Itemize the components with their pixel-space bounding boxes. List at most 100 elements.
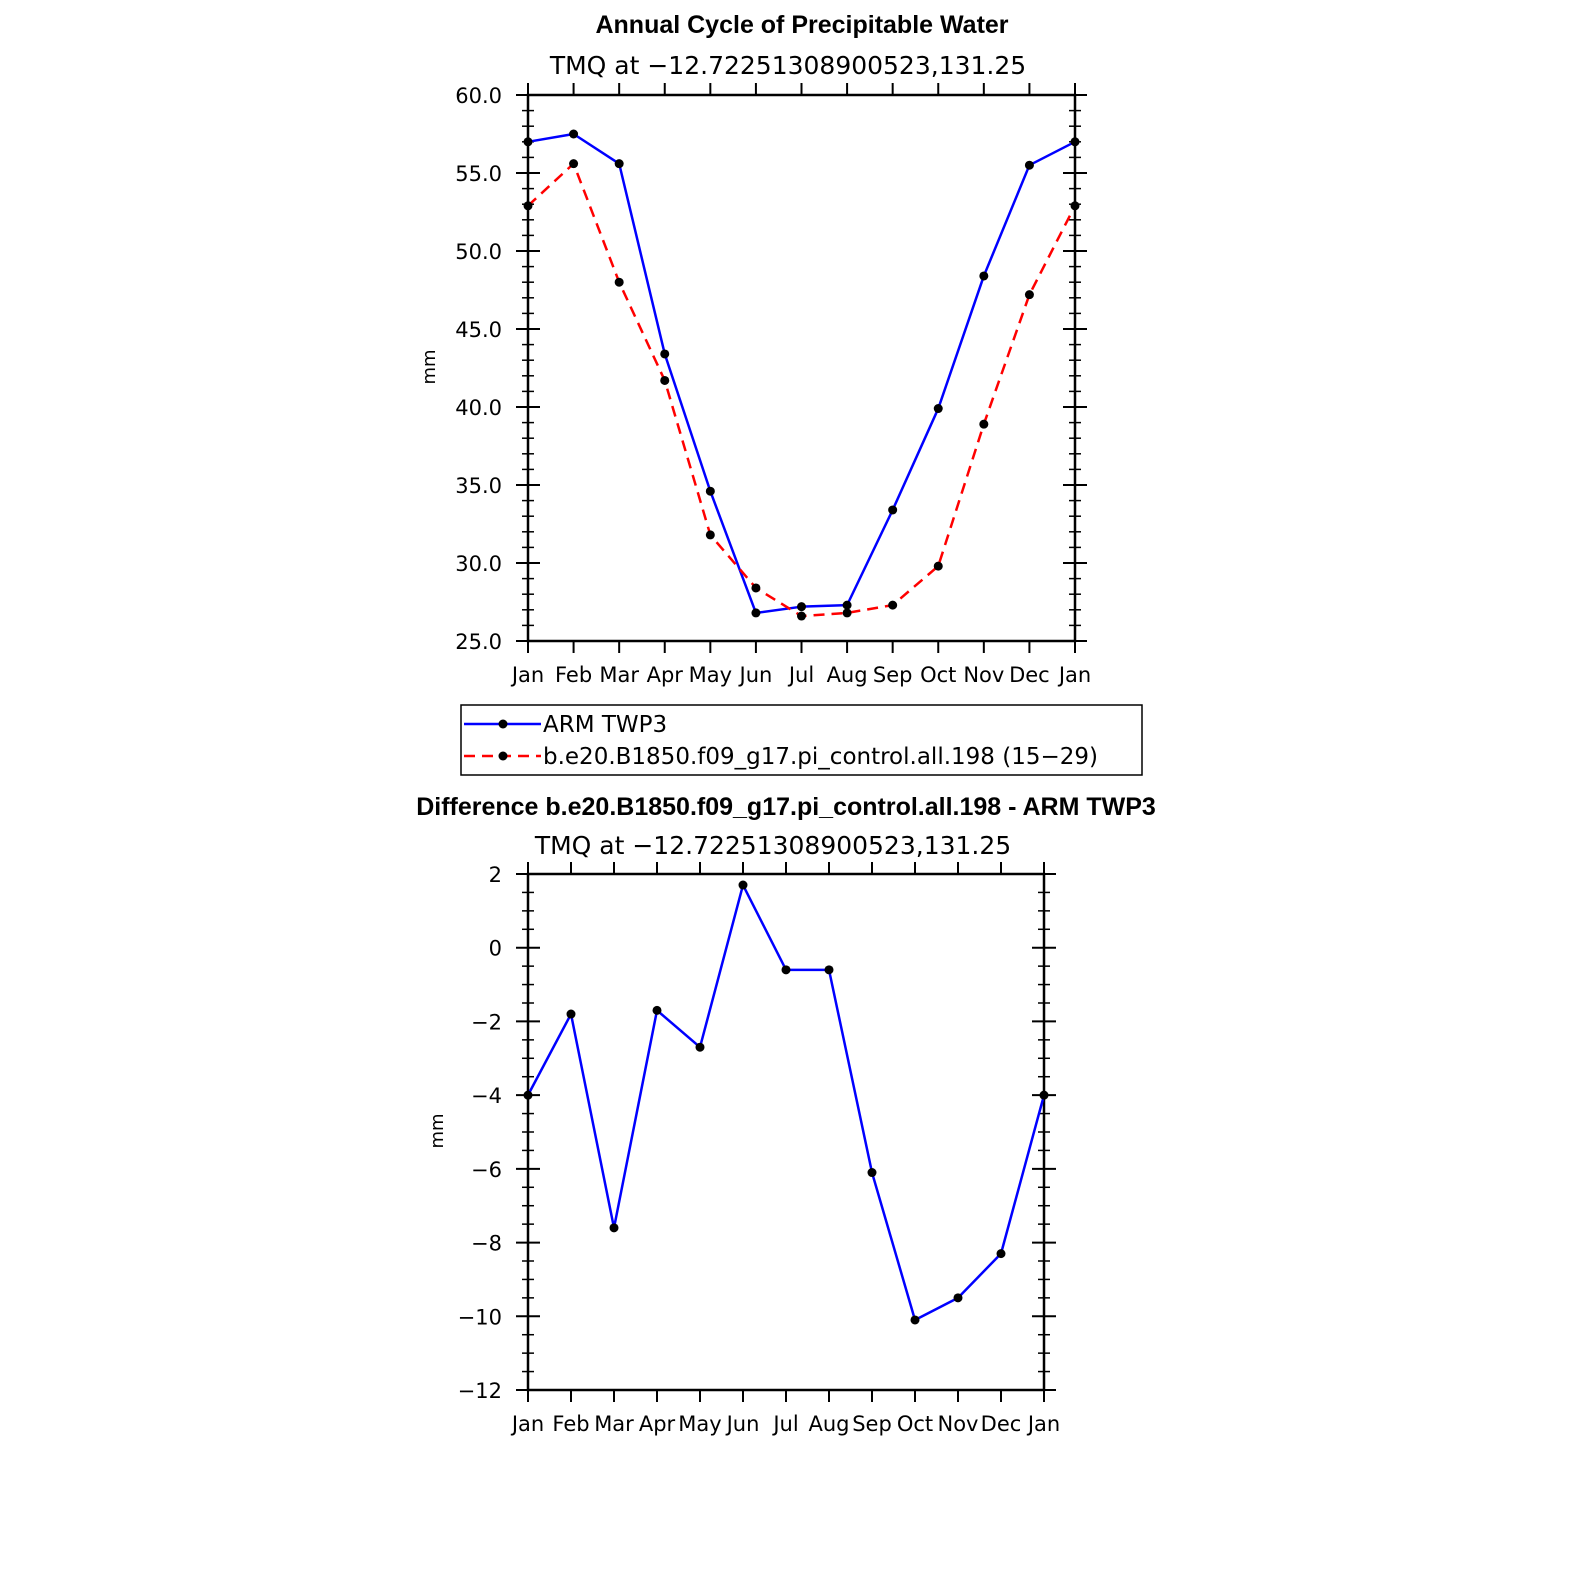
x-tick-label: May [678, 1412, 721, 1436]
data-point [705, 530, 715, 540]
data-point [1024, 160, 1034, 170]
x-tick-label: Mar [599, 663, 639, 687]
data-point [979, 419, 989, 429]
data-point [781, 965, 791, 975]
y-tick-label: −10 [458, 1305, 502, 1329]
data-point [842, 608, 852, 618]
chart-annual-cycle: Annual Cycle of Precipitable Water TMQ a… [419, 11, 1091, 687]
plot-frame [526, 872, 1046, 1392]
y-tick-label: 55.0 [455, 162, 502, 186]
plot-frame [526, 93, 1077, 643]
y-tick-label: 40.0 [455, 396, 502, 420]
x-tick-label: Nov [963, 663, 1004, 687]
data-point [888, 505, 898, 515]
data-point [933, 561, 943, 571]
x-tick-label: Nov [938, 1412, 979, 1436]
chart-difference: Difference b.e20.B1850.f09_g17.pi_contro… [416, 793, 1156, 1436]
y-tick-label: 35.0 [455, 474, 502, 498]
x-tick-label: Apr [647, 663, 684, 687]
x-tick-label: Dec [1009, 663, 1050, 687]
data-point [933, 404, 943, 414]
data-point [867, 1168, 877, 1178]
series-group [523, 880, 1049, 1325]
x-tick-label: Jun [725, 1412, 760, 1436]
data-point [842, 600, 852, 610]
series-line-0 [526, 883, 1046, 1322]
y-tick-label: 0 [489, 937, 502, 961]
x-tick-label: Dec [981, 1412, 1022, 1436]
y-tick-label: 25.0 [455, 630, 502, 654]
chart-subtitle: TMQ at −12.72251308900523,131.25 [534, 831, 1011, 860]
y-tick-label: 30.0 [455, 552, 502, 576]
x-tick-label: Jul [787, 663, 814, 687]
data-point [751, 608, 761, 618]
legend-marker-model [498, 751, 508, 761]
data-point [1039, 1090, 1049, 1100]
y-axis-label: mm [427, 1113, 448, 1148]
data-point [910, 1315, 920, 1325]
data-point [953, 1293, 963, 1303]
data-point [566, 1009, 576, 1019]
data-point [523, 137, 533, 147]
chart-title: Annual Cycle of Precipitable Water [595, 11, 1008, 39]
x-tick-label: Sep [873, 663, 913, 687]
x-tick-label: Jan [510, 1412, 544, 1436]
data-point [824, 965, 834, 975]
data-point [569, 129, 579, 139]
data-point [996, 1249, 1006, 1259]
x-tick-label: Apr [639, 1412, 676, 1436]
y-tick-label: −4 [471, 1084, 502, 1108]
data-point [1024, 290, 1034, 300]
x-tick-label: Oct [897, 1412, 933, 1436]
x-tick-label: Feb [555, 663, 592, 687]
x-tick-label: May [689, 663, 732, 687]
data-point [660, 349, 670, 359]
data-point [652, 1005, 662, 1015]
data-point [888, 600, 898, 610]
series-group [523, 129, 1080, 621]
x-tick-label: Jan [510, 663, 544, 687]
x-tick-label: Feb [552, 1412, 589, 1436]
legend-label-model: b.e20.B1850.f09_g17.pi_control.all.198 (… [543, 744, 1098, 770]
y-tick-label: 45.0 [455, 318, 502, 342]
legend-box [460, 704, 1143, 776]
data-point [1070, 201, 1080, 211]
data-point [523, 1090, 533, 1100]
y-tick-label: −12 [458, 1379, 502, 1403]
data-point [751, 583, 761, 593]
data-point [523, 201, 533, 211]
data-point [660, 375, 670, 385]
x-tick-label: Jul [771, 1412, 798, 1436]
data-point [738, 880, 748, 890]
data-point [614, 277, 624, 287]
data-point [609, 1223, 619, 1233]
legend-label-arm: ARM TWP3 [543, 712, 667, 738]
x-tick-label: Oct [920, 663, 956, 687]
x-tick-label: Jun [738, 663, 773, 687]
x-tick-label: Mar [594, 1412, 634, 1436]
legend: ARM TWP3 b.e20.B1850.f09_g17.pi_control.… [460, 704, 1143, 776]
chart-subtitle: TMQ at −12.72251308900523,131.25 [549, 51, 1026, 80]
x-tick-label: Jan [1026, 1412, 1060, 1436]
chart-title: Difference b.e20.B1850.f09_g17.pi_contro… [416, 793, 1156, 821]
y-tick-label: −6 [471, 1158, 502, 1182]
axes: Jan Feb Mar Apr May Jun Jul Aug Sep Oct Nov Dec Jan 2… [455, 83, 1091, 687]
y-axis-label: mm [419, 349, 440, 384]
data-point [797, 611, 806, 621]
legend-marker-arm [498, 719, 508, 729]
data-point [614, 159, 624, 169]
y-tick-label: 2 [489, 863, 502, 887]
series-line-1 [527, 162, 1077, 618]
data-point [979, 271, 989, 281]
data-point [705, 486, 715, 496]
data-point [695, 1042, 705, 1052]
series-line-0 [527, 132, 1076, 615]
x-tick-label: Sep [852, 1412, 892, 1436]
y-tick-label: 50.0 [455, 240, 502, 264]
x-tick-label: Aug [808, 1412, 849, 1436]
x-tick-label: Jan [1057, 663, 1091, 687]
data-point [569, 159, 579, 169]
y-tick-label: −8 [471, 1232, 502, 1256]
y-tick-label: −2 [471, 1010, 502, 1034]
